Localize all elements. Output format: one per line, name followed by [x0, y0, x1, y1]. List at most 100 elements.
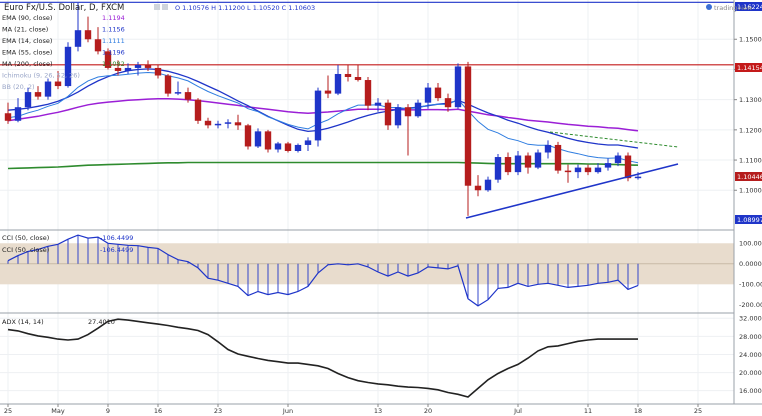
candle[interactable]: [184, 87, 192, 103]
resistance-trendline[interactable]: [549, 131, 679, 148]
adx-y-axis[interactable]: 32.0000 28.0000 24.0000 20.0000 16.0000: [739, 315, 762, 395]
candle[interactable]: [44, 78, 52, 100]
chart-header: Euro Fx/U.S. Dollar, D, FXCM O 1.10576 H…: [4, 3, 753, 13]
legend-row[interactable]: EMA (14, close) 1.1111: [2, 37, 125, 45]
candle[interactable]: [414, 99, 422, 118]
candle[interactable]: [84, 16, 92, 43]
candle[interactable]: [434, 83, 442, 102]
candle-body: [524, 155, 532, 168]
candle-body: [294, 144, 302, 151]
support-trendline[interactable]: [465, 163, 679, 219]
candle[interactable]: [374, 98, 382, 112]
candles[interactable]: [4, 3, 642, 216]
cci-legend-label-2[interactable]: CCI (50, close): [2, 246, 49, 254]
candle[interactable]: [464, 61, 472, 216]
candle[interactable]: [444, 93, 452, 112]
candle[interactable]: [544, 140, 552, 159]
candle[interactable]: [14, 98, 22, 123]
legend-row[interactable]: MA (21, close) 1.1156: [2, 26, 125, 34]
candle[interactable]: [304, 137, 312, 151]
candle[interactable]: [504, 152, 512, 176]
candle[interactable]: [474, 175, 482, 197]
candle[interactable]: [34, 86, 42, 100]
candle[interactable]: [354, 64, 362, 82]
candle-body: [174, 92, 182, 94]
candle[interactable]: [74, 3, 82, 52]
candle[interactable]: [144, 60, 152, 71]
candle-body: [374, 102, 382, 106]
cci-y-axis[interactable]: 100.0000 0.0000 -100.0000 -200.0000: [739, 240, 762, 310]
candle[interactable]: [524, 152, 532, 174]
candle[interactable]: [404, 104, 412, 156]
candle[interactable]: [314, 87, 322, 147]
moving-averages: [7, 68, 639, 170]
candle[interactable]: [424, 83, 432, 109]
candle[interactable]: [114, 60, 122, 76]
candle-body: [384, 102, 392, 126]
candle[interactable]: [224, 119, 232, 129]
candle[interactable]: [4, 102, 12, 124]
symbol-title[interactable]: Euro Fx/U.S. Dollar, D, FXCM: [4, 3, 124, 13]
candle[interactable]: [534, 149, 542, 170]
candle[interactable]: [594, 163, 602, 174]
header-button-1[interactable]: [154, 4, 160, 10]
candle-body: [64, 46, 72, 87]
candle[interactable]: [194, 98, 202, 124]
legend-row[interactable]: MA (200, close) 1.1082: [2, 60, 125, 68]
cci-legend-label-1[interactable]: CCI (50, close): [2, 234, 49, 242]
candle[interactable]: [604, 158, 612, 171]
adx-legend-label[interactable]: ADX (14, 14): [2, 318, 44, 326]
candle[interactable]: [344, 64, 352, 82]
cci-legend-value-2: -106.4499: [100, 246, 133, 254]
candle[interactable]: [244, 123, 252, 150]
candle[interactable]: [274, 141, 282, 153]
candle[interactable]: [204, 117, 212, 129]
candle[interactable]: [104, 48, 112, 70]
candle-body: [124, 67, 132, 71]
candle[interactable]: [154, 64, 162, 79]
candle[interactable]: [334, 64, 342, 96]
candle[interactable]: [324, 75, 332, 99]
legend-row[interactable]: Ichimoku (9, 26, 52, 26): [2, 72, 80, 80]
legend-row[interactable]: EMA (55, close) 1.1196: [2, 49, 125, 57]
time-axis-label: 20: [424, 407, 432, 415]
candle[interactable]: [64, 42, 72, 88]
candle[interactable]: [584, 164, 592, 176]
candle[interactable]: [384, 99, 392, 130]
candle[interactable]: [294, 143, 302, 153]
candle[interactable]: [134, 61, 142, 76]
candle[interactable]: [614, 152, 622, 167]
candle[interactable]: [284, 141, 292, 153]
time-x-axis[interactable]: 25 May 9 16 23 Jun 13 20 Jul 11 18 25: [4, 404, 702, 415]
cci-panel[interactable]: [0, 234, 734, 307]
candle[interactable]: [94, 27, 102, 55]
cci-legend: CCI (50, close) -106.4499 CCI (50, close…: [2, 234, 133, 254]
candle[interactable]: [54, 70, 62, 90]
candle[interactable]: [164, 73, 172, 97]
candle[interactable]: [484, 176, 492, 192]
candle[interactable]: [264, 129, 272, 153]
candle[interactable]: [174, 81, 182, 96]
candle[interactable]: [634, 172, 642, 180]
header-button-2[interactable]: [162, 4, 168, 10]
legend-row[interactable]: BB (20, 2): [2, 83, 35, 91]
candle[interactable]: [124, 63, 132, 74]
candle-body: [494, 157, 502, 180]
candle[interactable]: [494, 154, 502, 183]
candle[interactable]: [564, 164, 572, 183]
candle[interactable]: [254, 128, 262, 148]
candle[interactable]: [234, 114, 242, 130]
candle[interactable]: [24, 87, 32, 111]
adx-panel[interactable]: [0, 317, 734, 398]
candle[interactable]: [364, 77, 372, 111]
candle[interactable]: [554, 141, 562, 174]
legend-row[interactable]: EMA (90, close) 1.1194: [2, 14, 125, 22]
price-axis-label: 1.15000: [739, 36, 762, 44]
candle[interactable]: [454, 63, 462, 109]
candle[interactable]: [394, 104, 402, 129]
candle-body: [274, 143, 282, 150]
candle[interactable]: [574, 164, 582, 179]
candle[interactable]: [514, 150, 522, 176]
candle[interactable]: [214, 120, 222, 129]
